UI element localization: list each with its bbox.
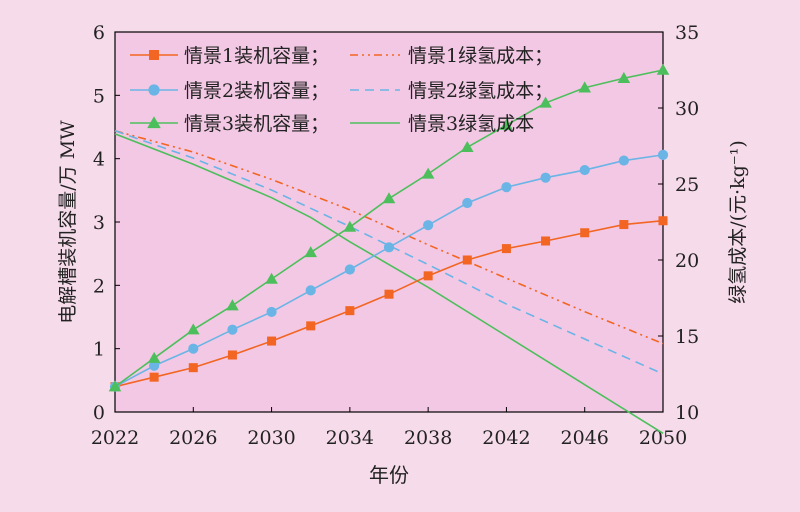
capacity-point-3 (656, 63, 670, 75)
y-axis-right-label: 绿氢成本/(元·kg⁻¹) (727, 140, 749, 304)
x-tick-label: 2046 (561, 427, 609, 449)
capacity-point-1 (384, 289, 394, 299)
capacity-point-2 (657, 149, 669, 160)
capacity-point-3 (108, 380, 122, 392)
y-right-tick-label: 25 (675, 174, 699, 196)
y-right-tick-label: 10 (675, 402, 699, 424)
y-right-tick-label: 15 (675, 326, 699, 348)
legend-cost-label-1: 情景1绿氢成本； (408, 45, 553, 67)
capacity-point-3 (226, 299, 239, 311)
capacity-point-2 (188, 343, 199, 354)
capacity-point-2 (501, 182, 512, 193)
capacity-point-1 (423, 271, 433, 281)
x-tick-label: 2050 (639, 427, 687, 449)
legend-capacity-marker-3 (147, 116, 161, 129)
axes: 2022 2026 2030 2034 2038 2042 2046 205001234561… (91, 22, 699, 449)
legend-capacity-marker-2 (148, 84, 160, 96)
capacity-point-2 (383, 242, 395, 253)
x-tick-label: 2030 (247, 427, 295, 449)
legend-cost-label-2: 情景2绿氢成本； (408, 80, 553, 102)
legend-capacity-label-3: 情景3装机容量； (184, 113, 329, 135)
capacity-point-2 (462, 197, 473, 209)
x-axis-label: 年份 (369, 463, 409, 487)
x-tick-label: 2034 (326, 427, 374, 449)
legend-cost-label-3: 情景3绿氢成本 (408, 113, 534, 135)
x-tick-label: 2042 (482, 427, 530, 449)
capacity-point-3 (500, 118, 513, 130)
y-right-tick-label: 35 (675, 22, 699, 44)
capacity-point-1 (541, 236, 551, 246)
capacity-point-2 (618, 155, 629, 166)
capacity-point-1 (306, 321, 316, 331)
capacity-point-3 (382, 192, 396, 204)
capacity-point-1 (658, 216, 668, 226)
capacity-point-3 (147, 351, 161, 363)
capacity-point-3 (186, 323, 200, 335)
y-left-tick-label: 0 (93, 402, 105, 424)
legend-capacity-label-2: 情景2装机容量； (184, 80, 329, 102)
y-left-tick-label: 5 (93, 85, 105, 107)
capacity-point-1 (267, 336, 277, 346)
capacity-point-2 (579, 164, 590, 176)
y-left-tick-label: 1 (93, 339, 105, 361)
capacity-point-2 (423, 220, 434, 231)
capacity-point-1 (501, 244, 511, 254)
legend-capacity-label-1: 情景1装机容量； (184, 45, 329, 67)
legend-capacity-marker-1 (149, 50, 159, 60)
y-left-tick-label: 2 (93, 275, 105, 297)
legend: 情景1装机容量； 情景2装机容量； 情景3装机容量； 情景1绿氢成本； 情景2绿氢成本；… (130, 45, 553, 135)
cost-line-2 (114, 130, 664, 375)
capacity-point-2 (305, 285, 316, 296)
capacity-point-3 (421, 167, 435, 179)
y-left-tick-label: 4 (93, 149, 105, 171)
capacity-point-2 (540, 172, 551, 183)
capacity-point-2 (227, 324, 238, 335)
x-tick-label: 2026 (169, 427, 217, 449)
capacity-point-3 (617, 71, 631, 83)
capacity-point-2 (149, 360, 160, 371)
capacity-point-3 (578, 81, 592, 93)
capacity-point-1 (462, 255, 472, 265)
cost-line-3 (114, 133, 664, 434)
x-tick-label: 2038 (404, 427, 452, 449)
capacity-point-3 (460, 140, 474, 152)
capacity-point-2 (266, 306, 277, 318)
capacity-point-2 (344, 264, 355, 275)
capacity-point-1 (188, 363, 198, 373)
capacity-point-3 (304, 246, 318, 258)
capacity-point-1 (227, 350, 237, 360)
y-left-tick-label: 6 (93, 22, 105, 44)
capacity-point-3 (265, 272, 278, 284)
y-axis-left-label: 电解槽装机容量/万 MW (57, 120, 79, 324)
capacity-point-1 (149, 372, 159, 382)
y-left-tick-label: 3 (93, 212, 105, 234)
y-right-tick-label: 30 (675, 98, 699, 120)
plot-area (115, 32, 663, 412)
y-right-tick-label: 20 (675, 250, 699, 272)
capacity-point-1 (580, 228, 590, 238)
capacity-point-3 (343, 220, 357, 232)
x-tick-label: 2022 (91, 427, 139, 449)
cost-line-1 (114, 130, 664, 345)
capacity-point-3 (539, 96, 552, 108)
series-layer (108, 63, 670, 434)
capacity-point-1 (345, 306, 355, 316)
capacity-point-1 (619, 220, 629, 230)
